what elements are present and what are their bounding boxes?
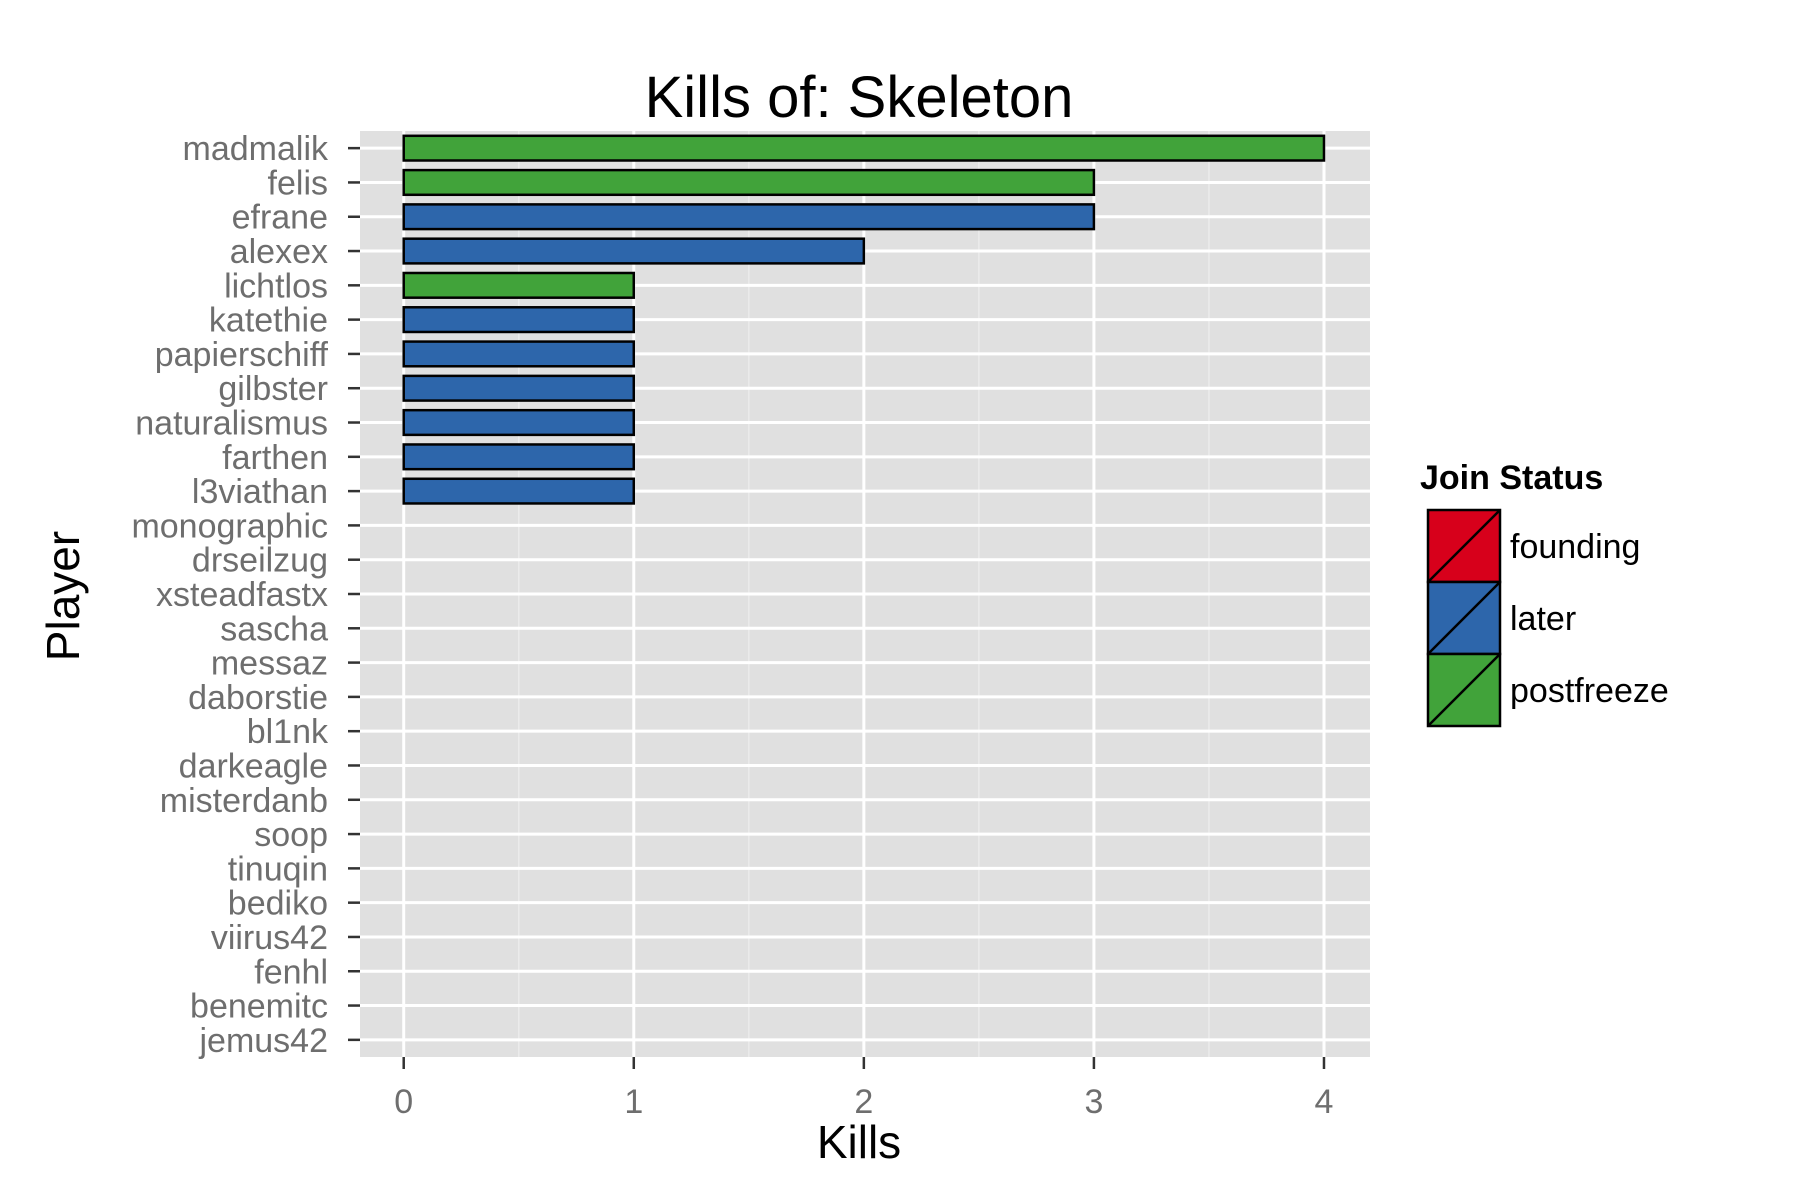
y-tick-label: messaz — [211, 645, 328, 683]
y-axis-title: Player — [37, 531, 89, 661]
y-tick-label: sascha — [220, 610, 328, 648]
x-tick-label: 0 — [394, 1083, 413, 1121]
y-tick-label: soop — [254, 816, 328, 854]
bar — [402, 443, 636, 471]
y-tick-label: drseilzug — [192, 542, 328, 580]
bar — [402, 374, 636, 402]
x-tick-label: 2 — [854, 1083, 873, 1121]
bars — [402, 134, 1326, 505]
y-tick-label: l3viathan — [192, 473, 328, 511]
bar — [402, 237, 866, 265]
legend: Join Status founding later postfreeze — [1420, 459, 1669, 728]
x-tick-label: 1 — [624, 1083, 643, 1121]
legend-label: later — [1510, 600, 1576, 638]
y-tick-label: viirus42 — [211, 919, 328, 957]
bar — [402, 168, 1096, 197]
y-tick-label: papierschiff — [155, 336, 329, 374]
legend-key-slash — [1427, 653, 1501, 727]
legend-key-slash — [1427, 581, 1501, 655]
y-tick-label: xsteadfastx — [156, 576, 328, 614]
bar — [402, 134, 1326, 162]
x-axis-title: Kills — [817, 1116, 901, 1168]
y-tick-label: daborstie — [188, 679, 328, 717]
y-tick-label: jemus42 — [198, 1022, 328, 1060]
bar — [402, 477, 636, 505]
y-tick-label: madmalik — [183, 130, 329, 168]
y-tick-label: misterdanb — [160, 782, 328, 820]
y-tick-label: fenhl — [254, 953, 328, 991]
y-tick-label: benemitc — [190, 988, 328, 1026]
bar — [402, 203, 1096, 231]
y-tick-label: farthen — [222, 439, 328, 477]
bar — [402, 306, 636, 334]
bar — [402, 271, 636, 299]
y-tick-label: bediko — [228, 885, 328, 923]
bar — [402, 408, 636, 437]
y-tick-label: gilbster — [218, 370, 328, 408]
y-tick-label: monographic — [131, 507, 328, 545]
y-tick-label: alexex — [230, 233, 328, 271]
legend-label: founding — [1510, 528, 1640, 566]
chart-title: Kills of: Skeleton — [645, 65, 1074, 130]
plot-panel — [360, 131, 1370, 1057]
bar — [402, 340, 636, 368]
legend-title: Join Status — [1420, 459, 1603, 497]
y-tick-label: efrane — [232, 199, 328, 237]
y-tick-label: darkeagle — [179, 747, 328, 785]
x-tick-label: 4 — [1315, 1083, 1334, 1121]
x-tick-label: 3 — [1084, 1083, 1103, 1121]
y-tick-label: tinuqin — [228, 850, 328, 888]
legend-label: postfreeze — [1510, 672, 1669, 710]
legend-key-slash — [1427, 509, 1501, 583]
y-tick-label: felis — [268, 164, 328, 202]
x-axis: 0 1 2 3 4 — [394, 1057, 1333, 1121]
y-tick-label: lichtlos — [224, 267, 328, 305]
y-tick-label: bl1nk — [247, 713, 329, 751]
y-tick-label: naturalismus — [135, 405, 328, 443]
y-tick-label: katethie — [209, 302, 328, 340]
y-axis: madmalikfelisefranealexexlichtloskatethi… — [131, 130, 360, 1060]
